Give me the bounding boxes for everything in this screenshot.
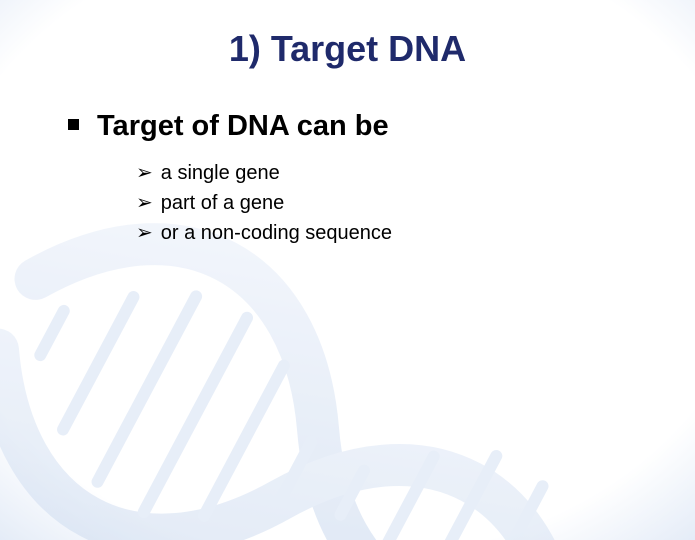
sub-bullet-text: or a non-coding sequence [161,220,392,246]
square-bullet-icon [68,119,79,130]
sub-bullet-list: ➢ a single gene ➢ part of a gene ➢ or a … [136,160,655,246]
list-item: ➢ a single gene [136,160,655,186]
list-item: ➢ or a non-coding sequence [136,220,655,246]
main-bullet-text: Target of DNA can be [97,108,389,144]
slide-title: 1) Target DNA [40,28,655,70]
sub-bullet-text: part of a gene [161,190,284,216]
chevron-icon: ➢ [136,160,153,186]
slide-content: 1) Target DNA Target of DNA can be ➢ a s… [0,0,695,540]
main-bullet: Target of DNA can be [68,108,655,144]
list-item: ➢ part of a gene [136,190,655,216]
chevron-icon: ➢ [136,190,153,216]
chevron-icon: ➢ [136,220,153,246]
sub-bullet-text: a single gene [161,160,280,186]
